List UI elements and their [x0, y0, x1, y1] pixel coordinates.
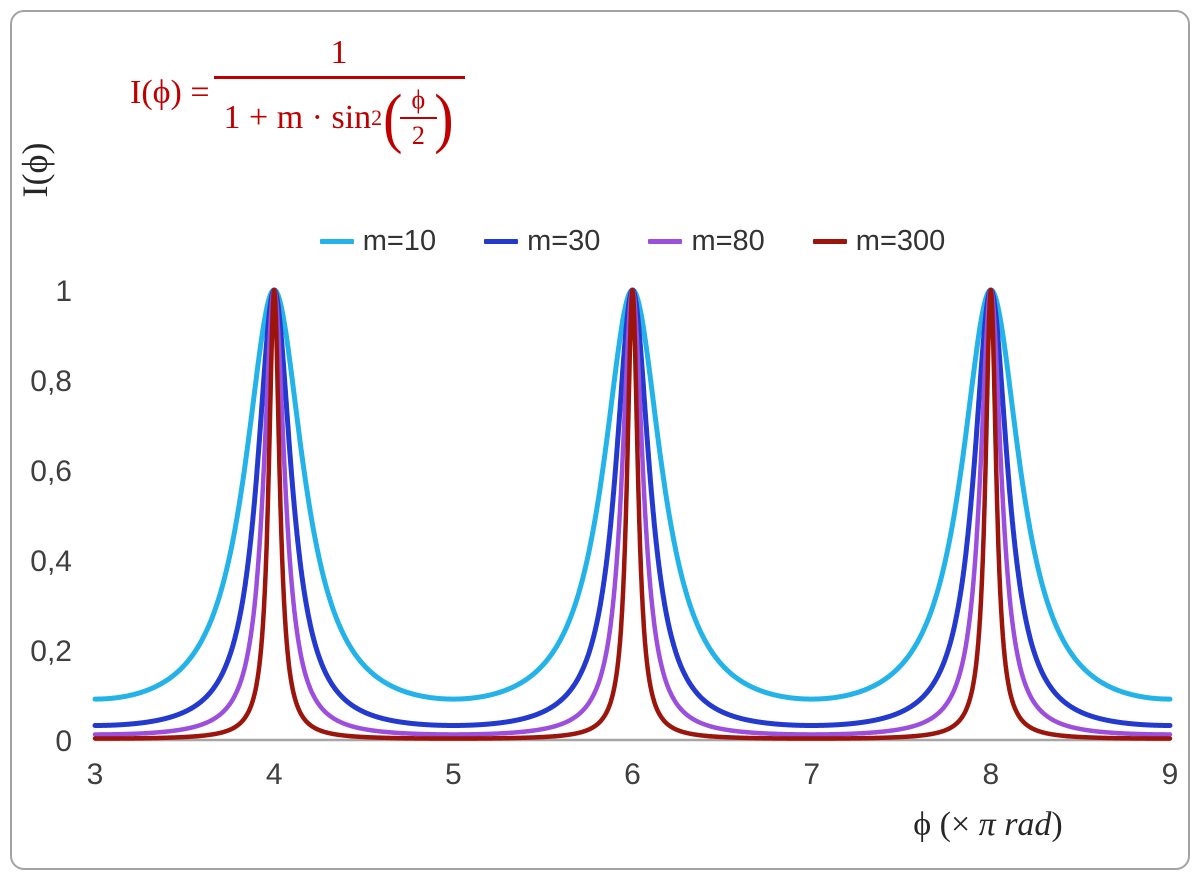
y-tick-label-0,6: 0,6: [30, 455, 72, 488]
x-axis-title-italic: π rad: [978, 806, 1052, 843]
y-axis-title: I(ϕ): [15, 142, 55, 198]
x-tick-label-8: 8: [982, 758, 999, 791]
series-curve-m=300: [92, 287, 1173, 741]
legend-label-m=80: m=80: [691, 224, 765, 257]
formula-denominator-text: 1 + m · sin: [223, 99, 372, 136]
formula-denominator: 1 + m · sin 2 ( ϕ 2 ): [223, 79, 454, 155]
legend-swatch-m=80: [648, 238, 683, 244]
formula-lhs: I(ϕ) =: [130, 73, 210, 111]
legend-item-m=30[interactable]: m=30: [484, 225, 600, 258]
x-tick-label-5: 5: [445, 758, 462, 791]
inner-numerator: ϕ: [399, 85, 438, 119]
legend-label-m=300: m=300: [855, 224, 946, 257]
legend-swatch-m=300: [812, 238, 847, 244]
inner-denominator: 2: [411, 121, 425, 150]
y-tick-label-0,8: 0,8: [30, 365, 72, 398]
right-paren: ): [434, 79, 454, 155]
x-axis-title-prefix: ϕ (×: [913, 806, 979, 843]
legend-item-m=10[interactable]: m=10: [319, 224, 437, 258]
x-axis-title: ϕ (× π rad): [838, 806, 1138, 844]
legend-swatch-m=10: [319, 238, 354, 244]
legend-item-m=80[interactable]: m=80: [648, 224, 765, 258]
formula-inner-fraction: ϕ 2: [399, 85, 438, 151]
x-tick-label-3: 3: [87, 758, 104, 791]
x-tick-label-4: 4: [266, 758, 283, 791]
legend-swatch-m=30: [484, 238, 519, 244]
y-tick-label-1: 1: [55, 275, 72, 308]
formula: I(ϕ) = 1 1 + m · sin 2 ( ϕ 2 ): [130, 34, 465, 155]
legend-label-m=10: m=10: [362, 224, 437, 257]
y-tick-label-0,2: 0,2: [30, 635, 72, 668]
formula-numerator: 1: [213, 34, 465, 79]
x-tick-label-6: 6: [624, 758, 641, 791]
legend-label-m=30: m=30: [527, 224, 601, 257]
y-tick-label-0,4: 0,4: [30, 545, 72, 578]
formula-fraction: 1 1 + m · sin 2 ( ϕ 2 ): [213, 34, 465, 155]
x-tick-label-9: 9: [1162, 758, 1179, 791]
series-curve-m=30: [92, 287, 1173, 728]
x-axis-title-suffix: ): [1051, 806, 1063, 843]
legend: m=10 m=30 m=80 m=300: [95, 222, 1170, 260]
series-curve-m=80: [92, 287, 1173, 737]
y-tick-label-0: 0: [55, 725, 72, 758]
legend-item-m=300[interactable]: m=300: [812, 224, 946, 258]
left-paren: (: [383, 79, 403, 155]
x-tick-label-7: 7: [803, 758, 820, 791]
